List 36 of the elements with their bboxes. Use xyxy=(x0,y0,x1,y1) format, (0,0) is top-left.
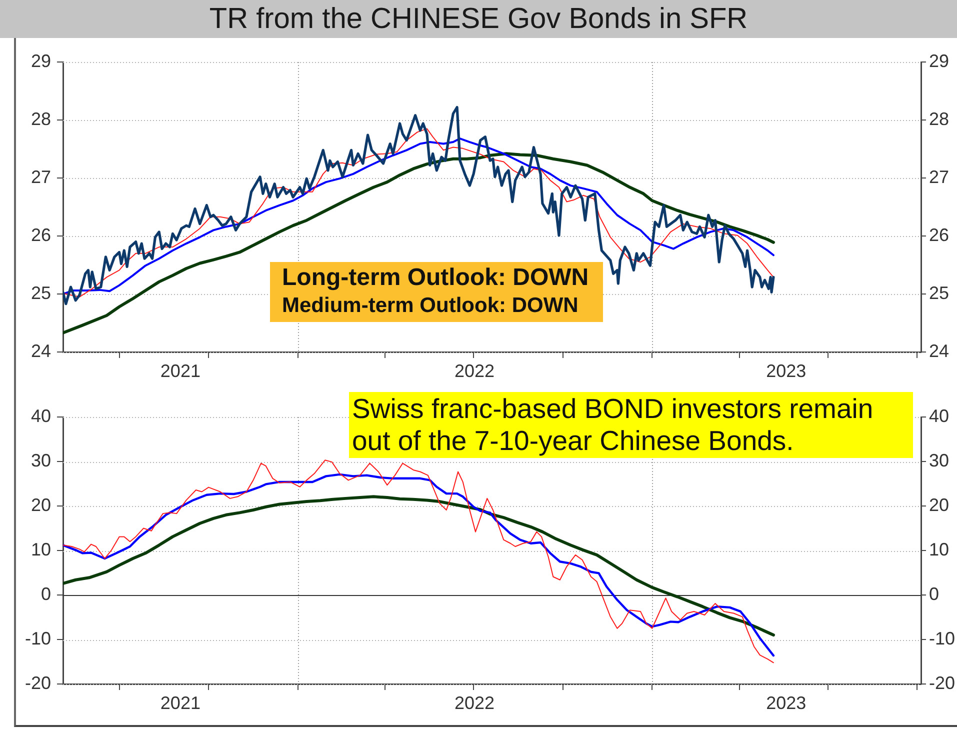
x-tick-label: 2021 xyxy=(160,692,200,713)
y-tick-label: 20 xyxy=(30,494,51,515)
y2-tick-label: 24 xyxy=(929,340,950,361)
y-tick-label: 28 xyxy=(30,108,51,129)
y-tick-label: 29 xyxy=(30,50,51,71)
x-tick-label: 2022 xyxy=(454,692,495,713)
y-tick-label: 40 xyxy=(30,406,51,426)
x-tick-label: 2022 xyxy=(454,360,495,381)
y2-tick-label: 40 xyxy=(929,406,950,426)
y-tick-label: 25 xyxy=(30,282,51,303)
y2-tick-label: 20 xyxy=(929,494,950,515)
y-tick-label: 30 xyxy=(30,450,51,470)
annotation: Medium-term Outlook: DOWN xyxy=(282,293,580,319)
x-tick-label: 2023 xyxy=(766,360,806,381)
chart-title: TR from the CHINESE Gov Bonds in SFR xyxy=(0,0,957,38)
y2-tick-label: 0 xyxy=(929,584,940,604)
x-tick-label: 2023 xyxy=(766,692,806,713)
y2-tick-label: -10 xyxy=(929,628,956,648)
y2-tick-label: 25 xyxy=(929,282,950,303)
y-tick-label: 10 xyxy=(30,539,51,560)
y-tick-label: 24 xyxy=(30,340,51,361)
y2-tick-label: 30 xyxy=(929,450,950,470)
x-tick-label: 2021 xyxy=(160,360,200,381)
y2-tick-label: 27 xyxy=(929,166,950,187)
y2-tick-label: 28 xyxy=(929,108,950,129)
annotation: Long-term Outlook: DOWN xyxy=(282,264,590,292)
y-tick-label: -20 xyxy=(24,672,51,693)
y-tick-label: 26 xyxy=(30,224,51,245)
annotation: Swiss franc-based BOND investors remain out of the 7-10-year Chinese Bonds. xyxy=(352,393,874,457)
y-tick-label: 27 xyxy=(30,166,51,187)
y2-tick-label: 29 xyxy=(929,50,950,71)
y-tick-label: -10 xyxy=(24,628,51,648)
y2-tick-label: -20 xyxy=(929,672,956,693)
y2-tick-label: 10 xyxy=(929,539,950,560)
y-tick-label: 0 xyxy=(40,584,51,604)
y2-tick-label: 26 xyxy=(929,224,950,245)
